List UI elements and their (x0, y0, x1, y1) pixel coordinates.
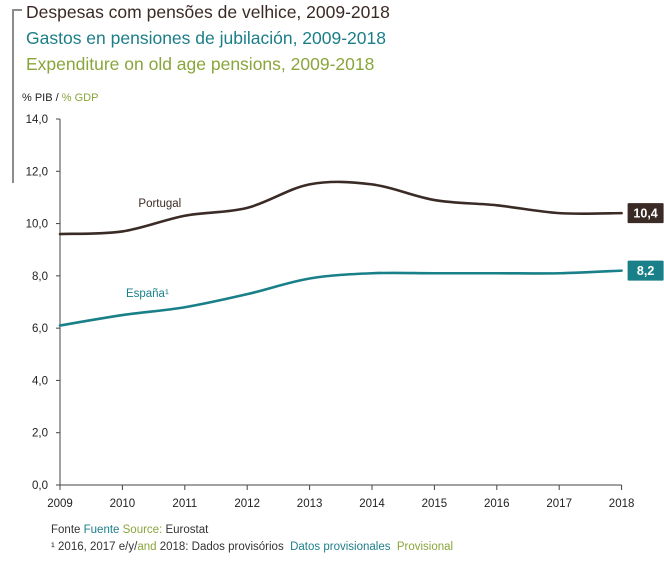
source-name: Eurostat (165, 524, 209, 536)
y-tick-label: 4,0 (32, 375, 48, 387)
y-tick-label: 10,0 (26, 219, 48, 231)
series-line-spain (58, 269, 623, 327)
x-tick-label: 2018 (609, 498, 635, 510)
y-tick-label: 12,0 (26, 166, 48, 178)
footnote-pt2: 2018: Dados provisórios (156, 541, 284, 553)
y-axis-label-pt-es: % PIB / (22, 92, 62, 104)
y-tick-label: 8,0 (32, 271, 48, 283)
x-tick-label: 2017 (546, 498, 572, 510)
source-label-pt: Fonte (51, 524, 81, 536)
x-tick-label: 2012 (234, 498, 260, 510)
x-tick-label: 2011 (172, 498, 197, 510)
series-line-portugal (58, 180, 623, 236)
series-label-spain: España¹ (126, 288, 169, 300)
x-tick-label: 2014 (359, 498, 385, 510)
footnote-es: Datos provisionales (290, 541, 391, 553)
y-tick-label: 2,0 (32, 428, 48, 440)
footnote-pt: ¹ 2016, 2017 e/y/ (51, 541, 138, 553)
end-value-label-spain: 8,2 (637, 264, 654, 278)
footnote-line: ¹ 2016, 2017 e/y/and 2018: Dados provisó… (51, 541, 453, 553)
y-axis-label: % PIB / % GDP (22, 92, 98, 104)
title-spanish: Gastos en pensiones de jubilación, 2009-… (26, 28, 386, 48)
x-tick-label: 2016 (484, 498, 510, 510)
x-tick-label: 2013 (297, 498, 323, 510)
source-label-es: Fuente (83, 524, 120, 536)
footnote-and: and (137, 541, 157, 553)
title-english: Expenditure on old age pensions, 2009-20… (26, 54, 375, 74)
source-label-en: Source: (122, 524, 163, 536)
y-tick-label: 14,0 (26, 114, 48, 126)
x-tick-label: 2010 (110, 498, 136, 510)
title-portuguese: Despesas com pensões de velhice, 2009-20… (26, 2, 390, 22)
end-value-badge-portugal (627, 203, 664, 224)
end-value-label-portugal: 10,4 (633, 207, 657, 221)
y-tick-label: 0,0 (32, 480, 48, 492)
x-tick-label: 2015 (422, 498, 448, 510)
title-bracket (12, 9, 22, 183)
pension-chart: % PIB / % GDP 0,0 2,0 4,0 6,0 8,0 10,0 12,0 14,0… (22, 92, 664, 510)
y-tick-label: 6,0 (32, 323, 48, 335)
series-label-portugal: Portugal (138, 198, 181, 210)
end-value-badge-spain (627, 260, 664, 281)
x-tick-label: 2009 (47, 498, 73, 510)
y-axis-label-en: % GDP (62, 92, 99, 104)
footnote-en: Provisional (396, 541, 454, 553)
source-line: Fonte Fuente Source: Eurostat (51, 524, 208, 536)
